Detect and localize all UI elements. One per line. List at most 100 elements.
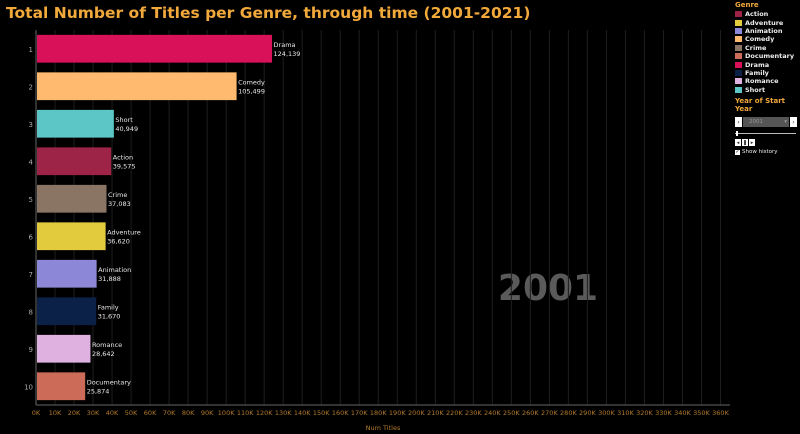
filter-title: Year of Start Year: [735, 97, 785, 113]
legend-label: Romance: [745, 77, 779, 86]
bar[interactable]: [37, 222, 106, 251]
slider-thumb[interactable]: [736, 131, 738, 136]
chevron-right-icon[interactable]: ›: [790, 117, 797, 127]
rank-label: 4: [29, 158, 34, 166]
bar[interactable]: [37, 72, 237, 101]
legend-item[interactable]: Adventure: [735, 18, 800, 27]
bar[interactable]: [37, 334, 91, 363]
value-label: 39,575: [113, 162, 136, 170]
genre-legend: Genre Action Adventure Animation Comedy Crim…: [735, 1, 800, 94]
legend-swatch: [735, 19, 742, 26]
legend-label: Drama: [745, 60, 770, 69]
x-tick-label: 80K: [182, 409, 195, 417]
x-tick-label: 200K: [408, 409, 425, 417]
category-label: Drama: [274, 41, 296, 49]
legend-item[interactable]: Drama: [735, 60, 800, 69]
year-select-value: 2001: [749, 119, 763, 125]
legend-swatch: [735, 78, 742, 85]
bar[interactable]: [37, 147, 112, 176]
x-tick-label: 30K: [87, 409, 100, 417]
category-label: Action: [113, 153, 133, 161]
value-label: 36,620: [107, 237, 130, 245]
bar[interactable]: [37, 297, 97, 326]
x-tick-label: 50K: [125, 409, 138, 417]
legend-item[interactable]: Family: [735, 69, 800, 77]
x-tick-label: 330K: [655, 409, 672, 417]
x-tick-label: 280K: [560, 409, 577, 417]
category-label: Family: [98, 303, 119, 311]
legend-label: Crime: [745, 43, 767, 52]
legend-label: Adventure: [745, 18, 784, 27]
legend-swatch: [735, 36, 742, 43]
pause-icon[interactable]: ❚: [742, 139, 748, 146]
bar[interactable]: [37, 109, 114, 138]
x-tick-label: 320K: [636, 409, 653, 417]
legend-item[interactable]: Documentary: [735, 52, 800, 60]
year-watermark: 2001: [498, 268, 598, 309]
x-tick-label: 300K: [598, 409, 615, 417]
x-tick-label: 160K: [332, 409, 349, 417]
x-tick-label: 70K: [163, 409, 176, 417]
legend-swatch: [735, 44, 742, 51]
rank-label: 3: [29, 121, 33, 129]
play-reverse-icon[interactable]: ◂: [735, 139, 741, 146]
legend-label: Family: [745, 68, 769, 77]
x-tick-label: 40K: [106, 409, 119, 417]
value-label: 31,888: [98, 275, 121, 283]
show-history-label: Show history: [742, 149, 778, 155]
category-label: Short: [115, 116, 133, 124]
show-history-toggle[interactable]: ✓ Show history: [735, 149, 799, 155]
rank-label: 1: [29, 46, 33, 54]
rank-label: 7: [29, 271, 33, 279]
legend-item[interactable]: Crime: [735, 44, 800, 52]
legend-item[interactable]: Animation: [735, 27, 800, 35]
x-tick-label: 100K: [218, 409, 235, 417]
slider-track: [735, 133, 796, 134]
play-icon[interactable]: ▸: [749, 139, 755, 146]
year-filter: Year of Start Year ‹ 2001 ▾ › ◂ ❚ ▸ ✓ Sh…: [735, 97, 799, 155]
legend-swatch: [735, 69, 742, 76]
rank-label: 6: [29, 233, 34, 241]
bar[interactable]: [37, 372, 86, 401]
legend-item[interactable]: Action: [735, 10, 800, 18]
x-tick-label: 360K: [712, 409, 729, 417]
category-label: Adventure: [107, 228, 141, 236]
x-tick-label: 20K: [68, 409, 81, 417]
x-tick-label: 110K: [237, 409, 254, 417]
value-label: 105,499: [238, 87, 265, 95]
legend-swatch: [735, 61, 742, 68]
rank-label: 5: [29, 196, 33, 204]
year-slider[interactable]: [735, 131, 796, 136]
x-axis-title: Num Titles: [366, 424, 401, 432]
chevron-down-icon: ▾: [784, 119, 787, 125]
legend-item[interactable]: Comedy: [735, 35, 800, 43]
category-label: Documentary: [87, 378, 131, 386]
bar[interactable]: [37, 259, 97, 288]
legend-label: Comedy: [745, 35, 775, 44]
bar[interactable]: [37, 184, 107, 213]
x-tick-label: 260K: [522, 409, 539, 417]
value-label: 28,642: [92, 350, 115, 358]
x-tick-label: 240K: [484, 409, 501, 417]
category-label: Comedy: [238, 78, 265, 86]
year-select[interactable]: 2001 ▾: [743, 117, 789, 127]
x-tick-label: 340K: [674, 409, 691, 417]
x-tick-label: 10K: [49, 409, 62, 417]
legend-label: Short: [745, 85, 766, 94]
x-tick-label: 290K: [579, 409, 596, 417]
x-tick-label: 210K: [427, 409, 444, 417]
x-tick-label: 350K: [693, 409, 710, 417]
category-label: Animation: [98, 266, 131, 274]
legend-label: Action: [745, 10, 769, 19]
category-label: Crime: [108, 191, 127, 199]
chevron-left-icon[interactable]: ‹: [735, 117, 742, 127]
checkbox-icon[interactable]: ✓: [735, 149, 740, 155]
x-tick-label: 180K: [370, 409, 387, 417]
legend-item[interactable]: Romance: [735, 77, 800, 85]
x-tick-label: 310K: [617, 409, 634, 417]
x-tick-label: 230K: [465, 409, 482, 417]
legend-item[interactable]: Short: [735, 86, 800, 94]
value-label: 37,083: [108, 200, 131, 208]
bar[interactable]: [37, 34, 273, 63]
